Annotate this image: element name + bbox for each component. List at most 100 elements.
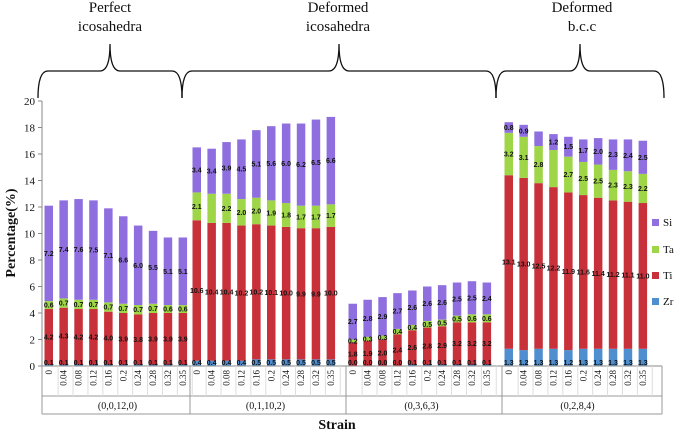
bar-si-segment	[549, 134, 558, 151]
bar-ti-segment	[638, 203, 648, 349]
data-label-ta: 1.7	[326, 213, 336, 220]
bar-si-segment	[437, 285, 447, 320]
data-label-si: 7.2	[44, 251, 54, 258]
strain-tick-label: 0.28	[148, 370, 158, 386]
strain-tick-label: 0.35	[482, 370, 492, 386]
y-tick-label: 16	[24, 149, 36, 161]
data-label-zr: 0.1	[482, 360, 492, 367]
bar-ta-segment	[452, 315, 462, 323]
bar-zr-segment	[192, 360, 201, 366]
data-label-ti: 4.2	[44, 334, 54, 341]
data-label-ta: 0.5	[422, 322, 432, 329]
data-label-ta: 1.9	[266, 210, 276, 217]
bar-si-segment	[608, 139, 618, 170]
data-label-si: 2.3	[608, 152, 618, 159]
bar-si-segment	[593, 138, 603, 165]
data-label-ti: 10.1	[264, 290, 278, 297]
bar-ta-segment	[44, 301, 53, 310]
bar-ta-segment	[133, 305, 143, 315]
bar-ti-segment	[348, 342, 357, 366]
data-label-ti: 10.2	[250, 289, 264, 296]
bar-si-segment	[222, 142, 231, 194]
data-label-ti: 2.8	[422, 344, 432, 351]
bar-zr-segment	[623, 348, 633, 366]
bar-ta-segment	[378, 335, 387, 340]
data-label-ti: 11.9	[562, 269, 575, 276]
bar-si-segment	[207, 148, 216, 194]
strain-tick-label: 0.12	[548, 370, 558, 386]
data-label-si: 5.5	[148, 265, 158, 272]
data-label-ti: 3.9	[163, 336, 173, 343]
bar-ta-segment	[222, 193, 231, 223]
data-label-zr: 1.3	[534, 360, 544, 367]
strain-tick-label: 0.08	[534, 370, 544, 386]
bar-zr-segment	[579, 348, 588, 366]
data-label-zr: 1.3	[608, 360, 618, 367]
data-label-ta: 0.4	[407, 325, 417, 332]
bar-si-segment	[281, 123, 291, 204]
data-label-ta: 0.7	[148, 306, 158, 313]
data-label-si: 2.6	[437, 300, 447, 307]
bar-ti-segment	[467, 322, 477, 365]
strain-tick-label: 0.2	[118, 370, 128, 381]
strain-tick-label: 0.08	[378, 370, 388, 386]
strain-tick-label: 0.35	[638, 370, 648, 386]
curly-brace	[181, 43, 497, 99]
strain-tick-label: 0.24	[437, 370, 447, 386]
data-label-ti: 2.9	[437, 343, 447, 350]
bar-ta-segment	[163, 305, 173, 313]
strain-tick-label: 0.12	[392, 370, 402, 386]
bar-si-segment	[623, 139, 633, 172]
bar-si-segment	[467, 281, 477, 315]
data-label-ti: 9.9	[296, 291, 306, 298]
bar-ta-segment	[593, 164, 603, 198]
bar-si-segment	[296, 123, 306, 206]
data-label-zr: 0.1	[422, 360, 432, 367]
data-label-si: 3.4	[192, 167, 202, 174]
data-label-zr: 1.3	[549, 360, 559, 367]
bar-zr-segment	[237, 360, 246, 366]
data-label-si: 1.7	[578, 148, 588, 155]
data-label-si: 5.1	[178, 269, 188, 276]
group-label: (0,3,6,3)	[404, 401, 438, 412]
bar-ti-segment	[119, 313, 128, 365]
data-label-zr: 0.1	[148, 360, 158, 367]
data-label-zr: 0.4	[222, 360, 232, 367]
data-label-zr: 0.1	[74, 360, 84, 367]
legend-label-ti: Ti	[663, 270, 672, 282]
bar-ta-segment	[326, 204, 336, 227]
data-label-si: 6.6	[326, 158, 336, 165]
header-perfect-line1: Perfect	[89, 0, 132, 16]
bar-si-segment	[74, 199, 83, 300]
data-label-ta: 0.7	[74, 302, 84, 309]
bar-si-segment	[326, 116, 336, 205]
data-label-ta: 0.6	[178, 307, 188, 314]
data-label-ti: 11.4	[592, 271, 605, 278]
bar-zr-segment	[504, 348, 513, 366]
data-label-zr: 0.1	[407, 360, 417, 367]
data-label-si: 7.4	[59, 247, 69, 254]
group-headers: Perfect icosahedra Deformed icosahedra D…	[78, 0, 613, 35]
data-label-zr: 1.3	[578, 360, 588, 367]
group-label: (0,1,10,2)	[246, 401, 285, 412]
strain-tick-label: 0.12	[88, 370, 98, 386]
strain-tick-label: 0	[44, 370, 54, 375]
data-label-ti: 2.4	[393, 348, 403, 355]
data-label-si: 5.1	[251, 161, 261, 168]
y-tick-label: 8	[30, 255, 36, 267]
data-label-ta: 0.7	[133, 307, 143, 314]
data-label-ti: 4.0	[103, 336, 113, 343]
header-perfect-line2: icosahedra	[78, 19, 142, 35]
bar-ti-segment	[519, 177, 528, 351]
bar-ta-segment	[564, 156, 573, 193]
strain-tick-label: 0.24	[593, 370, 603, 386]
bar-ta-segment	[504, 132, 513, 176]
data-label-si: 2.9	[378, 314, 388, 321]
data-label-zr: 0.5	[251, 360, 261, 367]
strain-tick-label: 0.12	[236, 370, 246, 386]
bar-zr-segment	[222, 360, 231, 366]
bar-ta-segment	[192, 192, 201, 221]
data-label-si: 2.4	[482, 296, 492, 303]
